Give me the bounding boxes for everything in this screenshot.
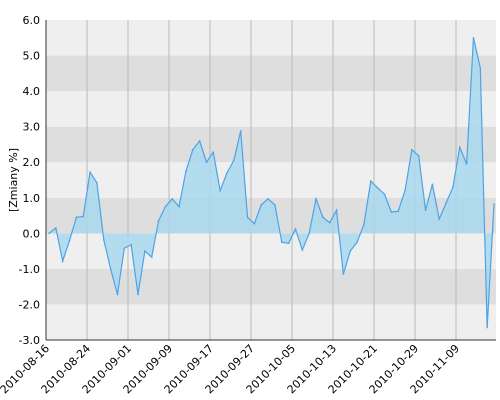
data-point [164, 205, 167, 208]
data-point [185, 170, 187, 172]
data-point [61, 260, 64, 262]
data-point [411, 148, 413, 151]
data-point [287, 242, 290, 245]
data-point [253, 222, 256, 225]
series-layer [48, 36, 495, 329]
data-point [417, 155, 420, 157]
data-point [349, 250, 352, 252]
data-point [369, 180, 372, 182]
data-point [150, 256, 153, 258]
data-point [274, 204, 276, 206]
axes-layer [45, 20, 496, 341]
data-point [233, 159, 235, 162]
band-6 [46, 91, 496, 127]
data-point [328, 221, 331, 224]
data-point [431, 183, 434, 186]
band-4 [46, 162, 496, 198]
data-point [493, 203, 495, 205]
data-point [452, 186, 454, 188]
data-point [267, 198, 269, 200]
data-point [157, 220, 160, 222]
data-point [144, 250, 146, 252]
data-point [116, 293, 119, 296]
data-point [424, 209, 427, 212]
y-tick-label: 3.0 [23, 121, 41, 134]
data-point [55, 227, 57, 229]
y-tick-label: -3.0 [19, 334, 40, 347]
data-point [438, 218, 441, 220]
data-point [315, 198, 317, 200]
data-point [212, 151, 215, 154]
data-point [109, 268, 112, 270]
data-point [246, 216, 249, 219]
y-tick-label: 6.0 [23, 14, 41, 27]
data-point [191, 148, 194, 151]
data-point [89, 171, 91, 173]
data-point [82, 215, 85, 218]
data-point [280, 241, 283, 244]
data-point [301, 249, 304, 251]
data-point [363, 223, 365, 226]
data-point [445, 202, 447, 204]
y-tick-label: 5.0 [23, 50, 41, 63]
data-point [96, 182, 98, 184]
data-point [465, 163, 468, 165]
data-point [322, 216, 324, 219]
data-point [383, 193, 386, 196]
data-point [226, 172, 228, 174]
data-point [390, 211, 393, 213]
y-tick-label: 0.0 [23, 227, 41, 240]
data-point [294, 228, 297, 230]
data-point [376, 187, 379, 189]
data-point [130, 243, 132, 246]
data-point [219, 189, 221, 192]
data-point [198, 140, 201, 142]
data-point [458, 146, 461, 149]
data-point [123, 247, 126, 250]
band-5 [46, 126, 496, 163]
y-tick-labels: -3.0 -2.0 -1.0 0.0 1.0 2.0 3.0 4.0 5.0 6.0 [19, 14, 40, 347]
series-line [48, 37, 495, 328]
y-axis-label: [Zmiany %] [7, 148, 20, 212]
data-point [205, 161, 208, 164]
data-point [260, 204, 263, 206]
data-point [335, 209, 338, 212]
data-point [137, 293, 139, 296]
data-point [342, 273, 345, 276]
data-point [404, 189, 406, 192]
data-point [356, 241, 358, 244]
data-point [239, 130, 242, 132]
y-tick-label: 4.0 [23, 85, 41, 98]
data-point [479, 67, 482, 69]
data-point [308, 232, 310, 235]
data-point [397, 210, 399, 213]
data-point [178, 205, 180, 208]
band-1 [46, 268, 496, 305]
data-point [472, 36, 475, 39]
y-tick-label: 2.0 [23, 156, 41, 169]
band-8 [46, 20, 496, 56]
data-point [171, 198, 174, 200]
x-tick-labels: 2010-08-162010-08-242010-09-012010-09-09… [0, 342, 462, 396]
background-bands [46, 20, 496, 340]
data-point [102, 238, 105, 241]
band-7 [46, 55, 496, 92]
data-point [75, 216, 78, 219]
data-point [486, 326, 488, 329]
y-tick-label: 1.0 [23, 192, 41, 205]
y-tick-label: -1.0 [19, 263, 40, 276]
band-0 [46, 304, 496, 340]
y-tick-label: -2.0 [19, 298, 40, 311]
data-point [68, 239, 71, 242]
data-point [48, 232, 50, 235]
